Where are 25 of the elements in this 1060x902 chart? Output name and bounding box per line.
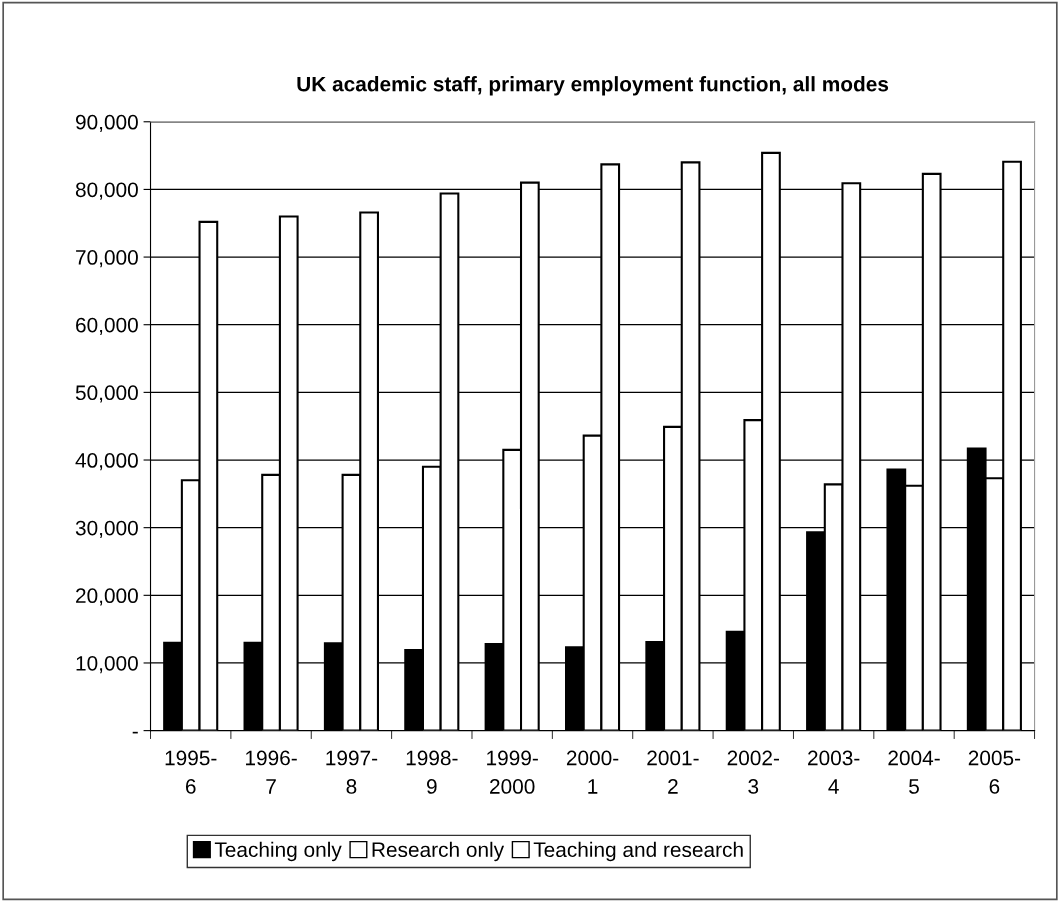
y-tick-label: 60,000 — [76, 317, 138, 335]
y-tick-label: 40,000 — [75, 453, 138, 471]
x-tick-label: 1998- 9 — [406, 750, 458, 794]
y-tick-label: 10,000 — [76, 655, 138, 674]
x-tick-label: 2004- 5 — [888, 750, 940, 794]
legend-label: Research only — [372, 841, 505, 862]
x-tick-label: 1995- 6 — [165, 750, 217, 794]
x-tick-label: 2005- 6 — [968, 750, 1021, 794]
y-tick-label: 50,000 — [75, 385, 138, 403]
y-tick-label: 20,000 — [76, 588, 138, 606]
y-tick-label: - — [132, 731, 138, 734]
x-tick-label: 1997- 8 — [326, 750, 378, 794]
x-tick-label: 2000- 1 — [566, 750, 619, 794]
x-tick-label: 2003- 4 — [808, 750, 860, 794]
y-tick-label: 30,000 — [75, 520, 138, 538]
chart-title: UK academic staff, primary employment function, all modes — [297, 76, 889, 96]
y-tick-label: 90,000 — [75, 114, 138, 132]
legend-label: Teaching and research — [533, 841, 743, 862]
y-tick-label: 80,000 — [75, 182, 138, 200]
x-tick-label: 1999- 2000 — [487, 750, 538, 794]
x-tick-label: 2002- 3 — [727, 750, 779, 794]
legend-label: Teaching only — [214, 841, 342, 862]
x-tick-label: 1996- 7 — [246, 750, 297, 794]
x-tick-label: 2001- 2 — [647, 750, 699, 794]
y-tick-label: 70,000 — [76, 250, 138, 268]
